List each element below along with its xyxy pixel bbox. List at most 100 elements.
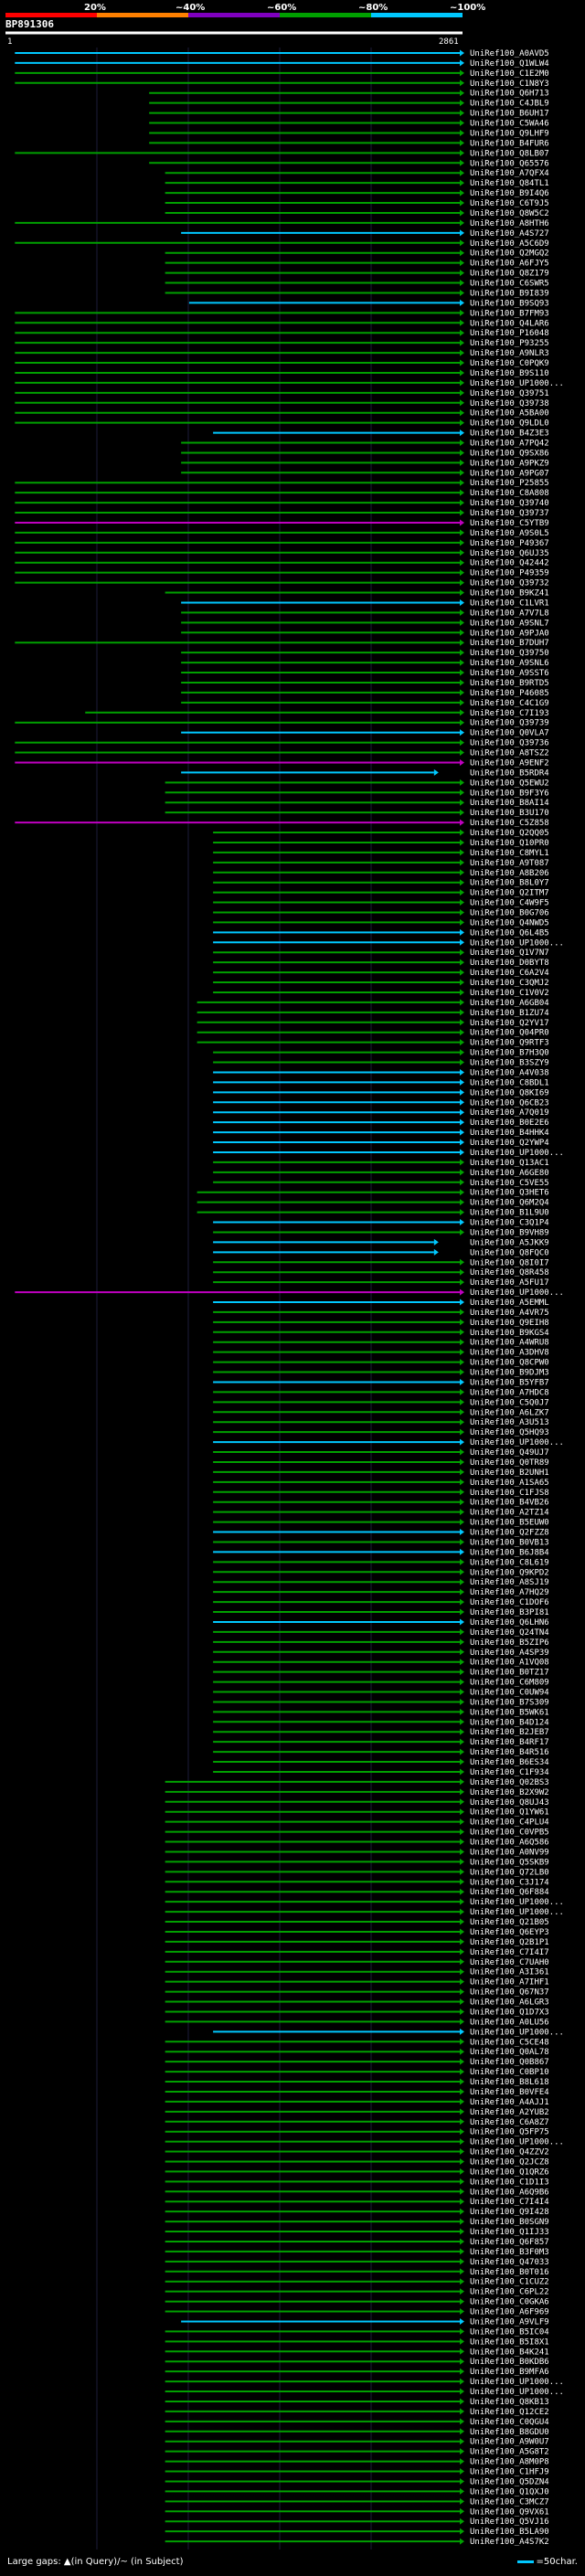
hit-label[interactable]: UniRef100_B3F0M3 bbox=[470, 2248, 549, 2257]
hit-label[interactable]: UniRef100_P49367 bbox=[470, 539, 549, 548]
hit-label[interactable]: UniRef100_C6M809 bbox=[470, 1679, 549, 1688]
hit-label[interactable]: UniRef100_B4R516 bbox=[470, 1748, 549, 1757]
hit-label[interactable]: UniRef100_A9VLF9 bbox=[470, 2317, 549, 2327]
hit-label[interactable]: UniRef100_Q42442 bbox=[470, 559, 549, 568]
hit-label[interactable]: UniRef100_UP1000... bbox=[470, 938, 564, 948]
hit-label[interactable]: UniRef100_B5WK61 bbox=[470, 1708, 549, 1717]
hit-label[interactable]: UniRef100_B0KDB6 bbox=[470, 2358, 549, 2367]
hit-label[interactable]: UniRef100_Q24TN4 bbox=[470, 1628, 549, 1638]
hit-label[interactable]: UniRef100_A9T087 bbox=[470, 859, 549, 868]
hit-label[interactable]: UniRef100_UP1000... bbox=[470, 1288, 564, 1298]
hit-label[interactable]: UniRef100_C4PLU4 bbox=[470, 1818, 549, 1828]
hit-label[interactable]: UniRef100_Q4LAR6 bbox=[470, 319, 549, 328]
hit-label[interactable]: UniRef100_Q6LHN6 bbox=[470, 1618, 549, 1627]
hit-label[interactable]: UniRef100_UP1000... bbox=[470, 1149, 564, 1158]
hit-label[interactable]: UniRef100_A7HDC8 bbox=[470, 1388, 549, 1397]
hit-label[interactable]: UniRef100_A1SA65 bbox=[470, 1479, 549, 1488]
hit-label[interactable]: UniRef100_A4V038 bbox=[470, 1068, 549, 1077]
hit-label[interactable]: UniRef100_Q39732 bbox=[470, 579, 549, 588]
hit-label[interactable]: UniRef100_A9SST6 bbox=[470, 669, 549, 678]
hit-label[interactable]: UniRef100_B8L618 bbox=[470, 2078, 549, 2087]
hit-label[interactable]: UniRef100_Q5VJ16 bbox=[470, 2518, 549, 2527]
hit-label[interactable]: UniRef100_Q5DZN4 bbox=[470, 2477, 549, 2486]
hit-label[interactable]: UniRef100_Q49UJ7 bbox=[470, 1448, 549, 1458]
hit-label[interactable]: UniRef100_B3U170 bbox=[470, 809, 549, 818]
hit-label[interactable]: UniRef100_C3MCZ7 bbox=[470, 2497, 549, 2507]
hit-label[interactable]: UniRef100_UP1000... bbox=[470, 2028, 564, 2037]
hit-label[interactable]: UniRef100_B8GDU0 bbox=[470, 2428, 549, 2437]
hit-label[interactable]: UniRef100_A6FJY5 bbox=[470, 260, 549, 269]
hit-label[interactable]: UniRef100_Q8W5C2 bbox=[470, 209, 549, 218]
hit-label[interactable]: UniRef100_P49359 bbox=[470, 569, 549, 578]
hit-label[interactable]: UniRef100_Q2ITM7 bbox=[470, 889, 549, 898]
hit-label[interactable]: UniRef100_A9PG07 bbox=[470, 469, 549, 478]
hit-label[interactable]: UniRef100_Q39736 bbox=[470, 739, 549, 748]
hit-label[interactable]: UniRef100_A6GE80 bbox=[470, 1169, 549, 1178]
hit-label[interactable]: UniRef100_Q5EWU2 bbox=[470, 779, 549, 788]
hit-label[interactable]: UniRef100_B0SGN9 bbox=[470, 2218, 549, 2227]
hit-label[interactable]: UniRef100_Q0VLA7 bbox=[470, 729, 549, 738]
hit-label[interactable]: UniRef100_Q8KI69 bbox=[470, 1088, 549, 1097]
hit-label[interactable]: UniRef100_C6A8Z7 bbox=[470, 2118, 549, 2127]
hit-label[interactable]: UniRef100_Q0AL78 bbox=[470, 2048, 549, 2057]
hit-label[interactable]: UniRef100_B7S309 bbox=[470, 1698, 549, 1707]
hit-label[interactable]: UniRef100_A8HTH6 bbox=[470, 219, 549, 228]
hit-label[interactable]: UniRef100_Q3HET6 bbox=[470, 1189, 549, 1198]
hit-label[interactable]: UniRef100_C1V0V2 bbox=[470, 989, 549, 998]
hit-label[interactable]: UniRef100_A3DHV8 bbox=[470, 1349, 549, 1358]
hit-label[interactable]: UniRef100_Q2B1P1 bbox=[470, 1938, 549, 1947]
hit-label[interactable]: UniRef100_A9PKZ9 bbox=[470, 459, 549, 468]
hit-label[interactable]: UniRef100_B4RF17 bbox=[470, 1738, 549, 1747]
hit-label[interactable]: UniRef100_C5YTB9 bbox=[470, 519, 549, 528]
hit-label[interactable]: UniRef100_B5IC04 bbox=[470, 2327, 549, 2337]
hit-label[interactable]: UniRef100_C0QGU4 bbox=[470, 2418, 549, 2427]
hit-label[interactable]: UniRef100_C1HFJ9 bbox=[470, 2468, 549, 2477]
hit-label[interactable]: UniRef100_UP1000... bbox=[470, 1438, 564, 1447]
hit-label[interactable]: UniRef100_A7QFX4 bbox=[470, 169, 549, 178]
hit-label[interactable]: UniRef100_C4W9F5 bbox=[470, 899, 549, 908]
hit-label[interactable]: UniRef100_Q9SX86 bbox=[470, 449, 549, 458]
hit-label[interactable]: UniRef100_A2YUB2 bbox=[470, 2108, 549, 2117]
hit-label[interactable]: UniRef100_C1FJS8 bbox=[470, 1489, 549, 1498]
hit-label[interactable]: UniRef100_Q39740 bbox=[470, 499, 549, 508]
hit-label[interactable]: UniRef100_C4JBL9 bbox=[470, 100, 549, 109]
hit-label[interactable]: UniRef100_B7FM93 bbox=[470, 309, 549, 318]
hit-label[interactable]: UniRef100_A6Q9B6 bbox=[470, 2188, 549, 2197]
hit-label[interactable]: UniRef100_C1E2M0 bbox=[470, 69, 549, 79]
hit-label[interactable]: UniRef100_A9NLR3 bbox=[470, 349, 549, 358]
hit-label[interactable]: UniRef100_Q8UJ43 bbox=[470, 1798, 549, 1807]
hit-label[interactable]: UniRef100_B7H3Q0 bbox=[470, 1049, 549, 1058]
hit-label[interactable]: UniRef100_B1L9U0 bbox=[470, 1209, 549, 1218]
hit-label[interactable]: UniRef100_A5BA00 bbox=[470, 409, 549, 419]
hit-label[interactable]: UniRef100_A5G8T2 bbox=[470, 2448, 549, 2457]
hit-label[interactable]: UniRef100_B4D124 bbox=[470, 1718, 549, 1727]
hit-label[interactable]: UniRef100_A7HQ29 bbox=[470, 1588, 549, 1597]
hit-label[interactable]: UniRef100_B5RDR4 bbox=[470, 769, 549, 778]
hit-label[interactable]: UniRef100_B9VH89 bbox=[470, 1228, 549, 1237]
hit-label[interactable]: UniRef100_P93255 bbox=[470, 339, 549, 348]
hit-label[interactable]: UniRef100_B7DUH7 bbox=[470, 639, 549, 648]
hit-label[interactable]: UniRef100_A8B206 bbox=[470, 869, 549, 878]
hit-label[interactable]: UniRef100_UP1000... bbox=[470, 1908, 564, 1917]
hit-label[interactable]: UniRef100_Q65576 bbox=[470, 159, 549, 168]
hit-label[interactable]: UniRef100_UP1000... bbox=[470, 2378, 564, 2387]
hit-label[interactable]: UniRef100_Q39738 bbox=[470, 399, 549, 408]
hit-label[interactable]: UniRef100_B0VFE4 bbox=[470, 2088, 549, 2097]
hit-label[interactable]: UniRef100_UP1000... bbox=[470, 2388, 564, 2397]
hit-label[interactable]: UniRef100_C5CE48 bbox=[470, 2038, 549, 2047]
hit-label[interactable]: UniRef100_C5WA46 bbox=[470, 120, 549, 129]
hit-label[interactable]: UniRef100_Q6CB23 bbox=[470, 1098, 549, 1108]
hit-label[interactable]: UniRef100_Q8Z179 bbox=[470, 270, 549, 279]
hit-label[interactable]: UniRef100_Q39739 bbox=[470, 719, 549, 728]
hit-label[interactable]: UniRef100_Q84TL1 bbox=[470, 179, 549, 188]
hit-label[interactable]: UniRef100_D0BYT8 bbox=[470, 959, 549, 968]
hit-label[interactable]: UniRef100_A5FU17 bbox=[470, 1278, 549, 1288]
hit-label[interactable]: UniRef100_Q6H713 bbox=[470, 90, 549, 99]
hit-label[interactable]: UniRef100_B6ES34 bbox=[470, 1758, 549, 1767]
hit-label[interactable]: UniRef100_Q39751 bbox=[470, 389, 549, 398]
hit-label[interactable]: UniRef100_A0NV99 bbox=[470, 1848, 549, 1857]
hit-label[interactable]: UniRef100_C0VPB5 bbox=[470, 1829, 549, 1838]
hit-label[interactable]: UniRef100_B4FUR6 bbox=[470, 139, 549, 148]
hit-label[interactable]: UniRef100_A8TSZ2 bbox=[470, 749, 549, 758]
hit-label[interactable]: UniRef100_B2X9W2 bbox=[470, 1788, 549, 1797]
